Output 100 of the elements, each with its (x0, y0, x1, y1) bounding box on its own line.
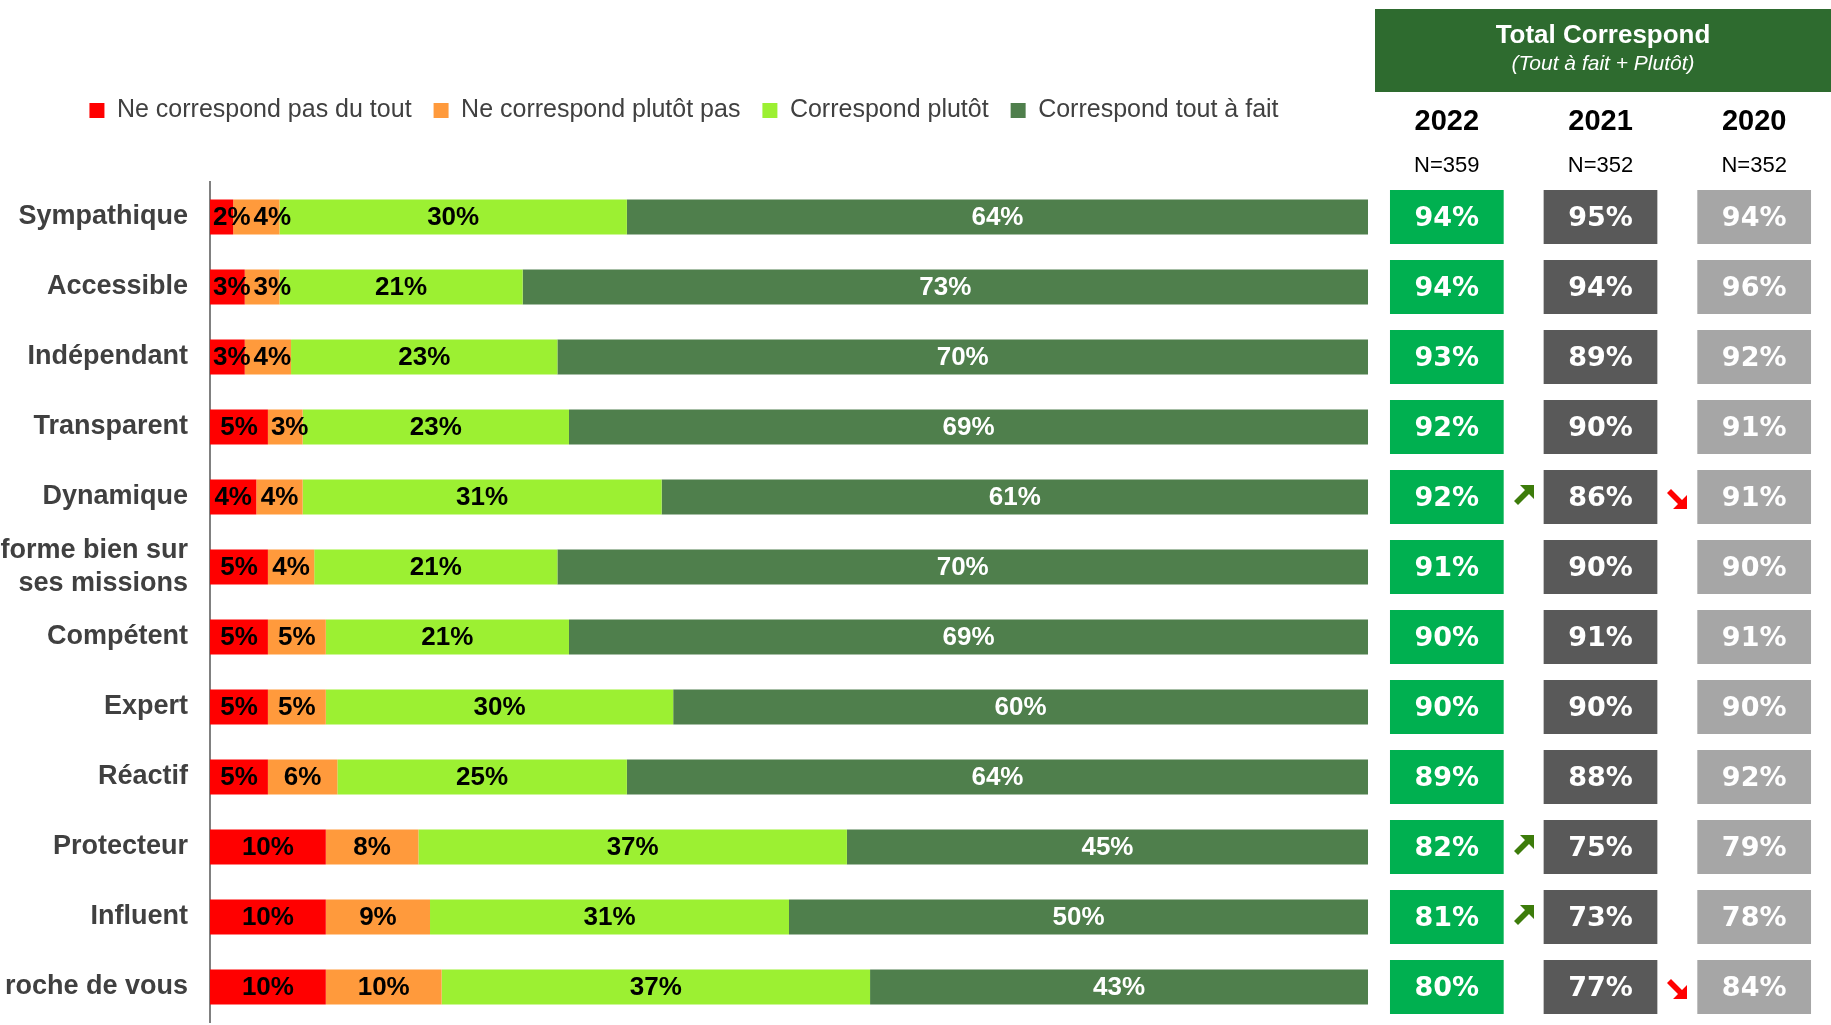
data-label: 43% (1093, 971, 1146, 1002)
data-label: 64% (971, 201, 1024, 232)
data-label: 92% (1414, 411, 1480, 443)
chart-subtitle: (Tout à fait + Plutôt) (1510, 50, 1696, 76)
data-label: 90% (1414, 621, 1480, 653)
x-tick-label: 2020 (1721, 103, 1787, 136)
data-label: 4% (253, 201, 292, 232)
y-tick-label: Indépendant (27, 340, 189, 371)
data-label: 60% (994, 691, 1047, 722)
data-label: 80% (1414, 971, 1480, 1003)
data-label: 73% (919, 271, 972, 302)
y-tick-label: forme bien sur ses missions (0, 534, 189, 597)
y-tick-label: Accessible (46, 270, 188, 301)
bar (337, 759, 627, 795)
bar (291, 339, 558, 375)
data-label: 4% (253, 341, 292, 372)
data-label: 5% (278, 691, 316, 722)
data-label: 75% (1568, 831, 1633, 863)
legend-label: Correspond plutôt (789, 94, 989, 123)
chart-title: Total Correspond (1494, 18, 1712, 49)
data-label: 90% (1721, 691, 1787, 723)
data-label: 94% (1414, 271, 1480, 303)
data-label: 5% (220, 691, 258, 722)
bar (568, 409, 1368, 445)
data-label: 92% (1721, 761, 1787, 793)
text: N=352 (1567, 152, 1634, 178)
bar (418, 829, 847, 865)
data-label: 4% (260, 481, 299, 512)
data-label: 82% (1414, 831, 1480, 863)
y-tick-label: Transparent (33, 410, 188, 441)
data-label: 81% (1414, 901, 1480, 933)
data-label: 93% (1414, 341, 1480, 373)
data-label: 91% (1721, 411, 1787, 443)
data-label: 79% (1721, 831, 1787, 863)
data-label: 5% (278, 621, 316, 652)
data-label: 45% (1081, 831, 1134, 862)
data-label: 91% (1721, 481, 1787, 513)
data-label: 30% (473, 691, 526, 722)
bar (661, 479, 1368, 515)
data-label: 25% (456, 761, 509, 792)
data-label: 5% (220, 551, 258, 582)
y-tick-label: Réactif (97, 760, 190, 791)
data-label: 10% (241, 901, 294, 932)
data-label: 23% (398, 341, 451, 372)
data-label: 70% (936, 551, 989, 582)
bar (522, 269, 1368, 305)
data-label: 23% (409, 411, 462, 442)
data-label: 5% (220, 411, 258, 442)
data-label: 4% (214, 481, 252, 512)
data-label: 90% (1568, 411, 1633, 443)
data-label: 5% (220, 761, 258, 792)
data-label: 5% (220, 621, 258, 652)
legend-label: Ne correspond pas du tout (116, 94, 412, 123)
data-label: 4% (272, 551, 310, 582)
bar (430, 899, 789, 935)
bar (870, 969, 1368, 1005)
data-label: 73% (1568, 901, 1633, 933)
data-label: 90% (1568, 691, 1633, 723)
bar (626, 759, 1368, 795)
data-label: 94% (1721, 201, 1787, 233)
data-label: 50% (1052, 901, 1105, 932)
y-tick-label: roche de vous (4, 970, 188, 1001)
data-label: 89% (1568, 341, 1633, 373)
data-label: 10% (241, 971, 294, 1002)
data-label: 21% (409, 551, 462, 582)
data-label: 90% (1414, 691, 1480, 723)
y-tick-label: Influent (90, 900, 188, 931)
data-label: 69% (942, 621, 995, 652)
data-label: 91% (1414, 551, 1480, 583)
bar (302, 479, 662, 515)
bar (789, 899, 1368, 935)
y-tick-label: Sympathique (18, 200, 188, 231)
data-label: 91% (1568, 621, 1633, 653)
data-label: 31% (583, 901, 636, 932)
data-label: 86% (1568, 481, 1633, 513)
bar (325, 689, 674, 725)
data-label: 21% (375, 271, 428, 302)
data-label: 37% (629, 971, 682, 1002)
data-label: 70% (936, 341, 989, 372)
bar (846, 829, 1368, 865)
data-label: 90% (1721, 551, 1787, 583)
data-label: 37% (606, 831, 659, 862)
data-label: 30% (427, 201, 480, 232)
bar (314, 549, 558, 585)
data-label: 77% (1568, 971, 1633, 1003)
data-label: 89% (1414, 761, 1480, 793)
data-label: 6% (283, 761, 322, 792)
bar (441, 969, 871, 1005)
bar (673, 689, 1368, 725)
data-label: 9% (359, 901, 397, 932)
data-label: 3% (270, 411, 309, 442)
data-label: 21% (421, 621, 474, 652)
data-label: 94% (1414, 201, 1480, 233)
data-label: 95% (1568, 201, 1633, 233)
y-tick-label: Dynamique (42, 480, 188, 511)
x-tick-label: 2022 (1414, 103, 1480, 136)
text: N=359 (1414, 152, 1480, 178)
data-label: 78% (1721, 901, 1787, 933)
data-label: 94% (1568, 271, 1633, 303)
bar (626, 199, 1368, 235)
